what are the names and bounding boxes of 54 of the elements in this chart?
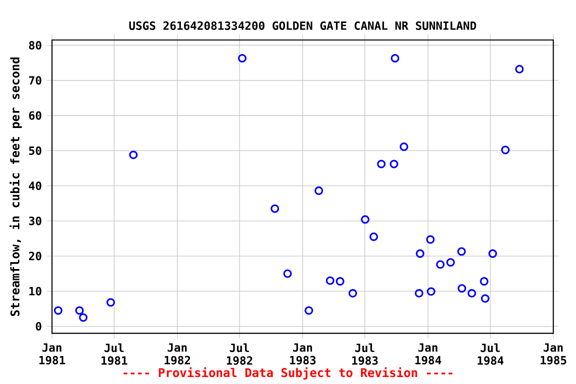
point	[106, 298, 115, 307]
point	[304, 306, 314, 315]
x-tick-label: Jan 1984	[415, 343, 442, 364]
point	[414, 289, 424, 298]
point	[458, 284, 466, 293]
point	[390, 54, 400, 63]
point	[54, 306, 62, 315]
point	[480, 294, 490, 303]
point	[78, 313, 88, 322]
point	[436, 260, 445, 269]
point	[426, 287, 436, 296]
point	[480, 277, 488, 286]
point	[468, 289, 476, 298]
x-tick-label: Jul 1982	[226, 343, 252, 365]
y-axis-title: Streamflow, in cubic feet per second	[10, 58, 22, 316]
point	[457, 247, 466, 256]
y-tick-label: 40	[28, 181, 42, 190]
y-tick-label: 80	[29, 40, 42, 50]
x-tick-label: Jan 1985	[540, 343, 566, 364]
point	[129, 150, 138, 160]
text: ---- Provisional Data Subject to Revision ----	[124, 367, 452, 380]
x-tick-label: Jan 1983	[290, 343, 316, 364]
point	[348, 289, 358, 298]
point	[400, 142, 408, 152]
point	[416, 249, 424, 258]
point	[501, 146, 510, 154]
point	[426, 235, 435, 244]
x-tick-label: Jul 1983	[352, 343, 378, 365]
y-tick-label: 0	[36, 322, 42, 331]
point	[360, 215, 370, 224]
point	[75, 306, 84, 315]
point	[515, 64, 524, 74]
point	[326, 276, 334, 285]
y-tick-label: 50	[29, 146, 42, 155]
x-tick-label: Jan 1981	[39, 343, 66, 364]
x-tick-label: Jan 1982	[164, 343, 190, 364]
point	[377, 160, 386, 168]
y-tick-label: 10	[29, 286, 42, 296]
x-tick-label: Jul 1981	[102, 343, 128, 365]
y-tick-label: 70	[29, 76, 42, 85]
y-tick-label: 20	[28, 252, 42, 260]
point	[336, 277, 344, 286]
point	[369, 232, 378, 241]
point	[270, 204, 280, 213]
point	[283, 269, 292, 278]
point	[488, 249, 497, 258]
point	[314, 186, 324, 195]
point	[238, 54, 246, 63]
chart-title: USGS 261642081334200 GOLDEN GATE CANAL NR SUNNILAND	[129, 21, 476, 30]
y-tick-label: 60	[29, 111, 42, 120]
x-tick-label: Jul 1984	[478, 343, 504, 365]
point	[390, 160, 398, 168]
point	[446, 258, 455, 267]
y-tick-label: 30	[29, 216, 42, 226]
